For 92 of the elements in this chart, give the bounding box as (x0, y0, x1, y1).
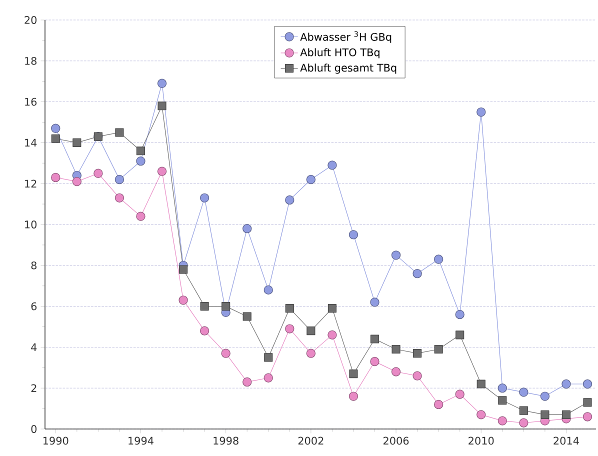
point (391, 367, 401, 376)
y-tick-label: 0 (31, 425, 37, 433)
point (242, 312, 252, 321)
point (51, 124, 60, 133)
point (434, 344, 443, 354)
point (434, 400, 444, 410)
point (157, 78, 167, 88)
point (51, 172, 60, 182)
point (136, 212, 146, 221)
point (51, 134, 60, 143)
y-tick-label: 12 (25, 180, 36, 188)
point (498, 416, 507, 426)
point (306, 348, 316, 358)
point (370, 334, 380, 344)
point (434, 254, 444, 264)
point (328, 160, 337, 170)
point (242, 224, 252, 234)
point (370, 298, 380, 307)
point (348, 230, 358, 240)
x-tick-label: 1990 (43, 436, 68, 445)
x-tick-label: 2002 (298, 436, 324, 445)
point (582, 412, 592, 422)
point (115, 128, 124, 137)
legend-label: Abluft gesamt TBq (300, 64, 396, 74)
point (306, 326, 316, 336)
point (498, 396, 507, 405)
point (200, 302, 209, 311)
point (349, 370, 358, 378)
y-tick-label: 20 (24, 16, 37, 24)
point (136, 146, 146, 156)
x-tick-label: 2014 (554, 436, 579, 445)
point (476, 380, 486, 388)
point (285, 195, 294, 205)
point (348, 392, 358, 401)
point (412, 268, 422, 278)
point (264, 285, 273, 295)
point (562, 379, 571, 389)
point (391, 250, 401, 260)
x-tick-label: 2006 (383, 436, 409, 445)
point (222, 302, 230, 311)
y-tick-label: 14 (25, 138, 37, 147)
point (519, 406, 528, 415)
x-tick-label: 1998 (214, 436, 238, 445)
point (285, 304, 294, 313)
point (370, 356, 380, 366)
point (114, 193, 124, 202)
x-tick-label: 2010 (468, 436, 494, 445)
point (476, 107, 486, 117)
point (456, 330, 464, 340)
point (328, 304, 336, 313)
point (328, 330, 337, 340)
y-tick-label: 2 (31, 384, 36, 392)
point (476, 410, 486, 420)
y-tick-label: 10 (25, 220, 37, 228)
point (114, 174, 124, 184)
point (178, 296, 188, 305)
point (264, 373, 273, 382)
x-tick-label: 1994 (128, 436, 154, 445)
point (72, 138, 82, 147)
point (455, 310, 464, 320)
point (157, 166, 167, 176)
legend-label: Abwasser $^{3}$H GBq (300, 31, 392, 43)
point (498, 384, 507, 393)
y-tick-label: 16 (25, 98, 37, 106)
point (306, 174, 316, 184)
point (413, 349, 422, 358)
point (455, 390, 464, 399)
point (264, 353, 273, 362)
point (582, 379, 592, 389)
point (158, 102, 166, 110)
point (285, 324, 294, 334)
legend-label: Abluft HTO TBq (300, 48, 380, 58)
point (540, 410, 550, 419)
point (200, 193, 210, 202)
point (94, 168, 103, 178)
point (221, 348, 230, 358)
y-tick-label: 6 (31, 302, 37, 310)
y-tick-label: 18 (25, 56, 37, 65)
point (200, 326, 210, 336)
point (178, 265, 188, 274)
point (136, 156, 146, 166)
point (392, 344, 400, 354)
point (583, 398, 592, 407)
y-tick-label: 4 (31, 343, 37, 352)
point (562, 410, 571, 419)
y-tick-label: 8 (31, 261, 37, 270)
point (540, 392, 550, 401)
point (412, 371, 422, 380)
point (519, 388, 528, 397)
point (72, 176, 82, 186)
point (519, 418, 528, 428)
point (242, 377, 252, 387)
